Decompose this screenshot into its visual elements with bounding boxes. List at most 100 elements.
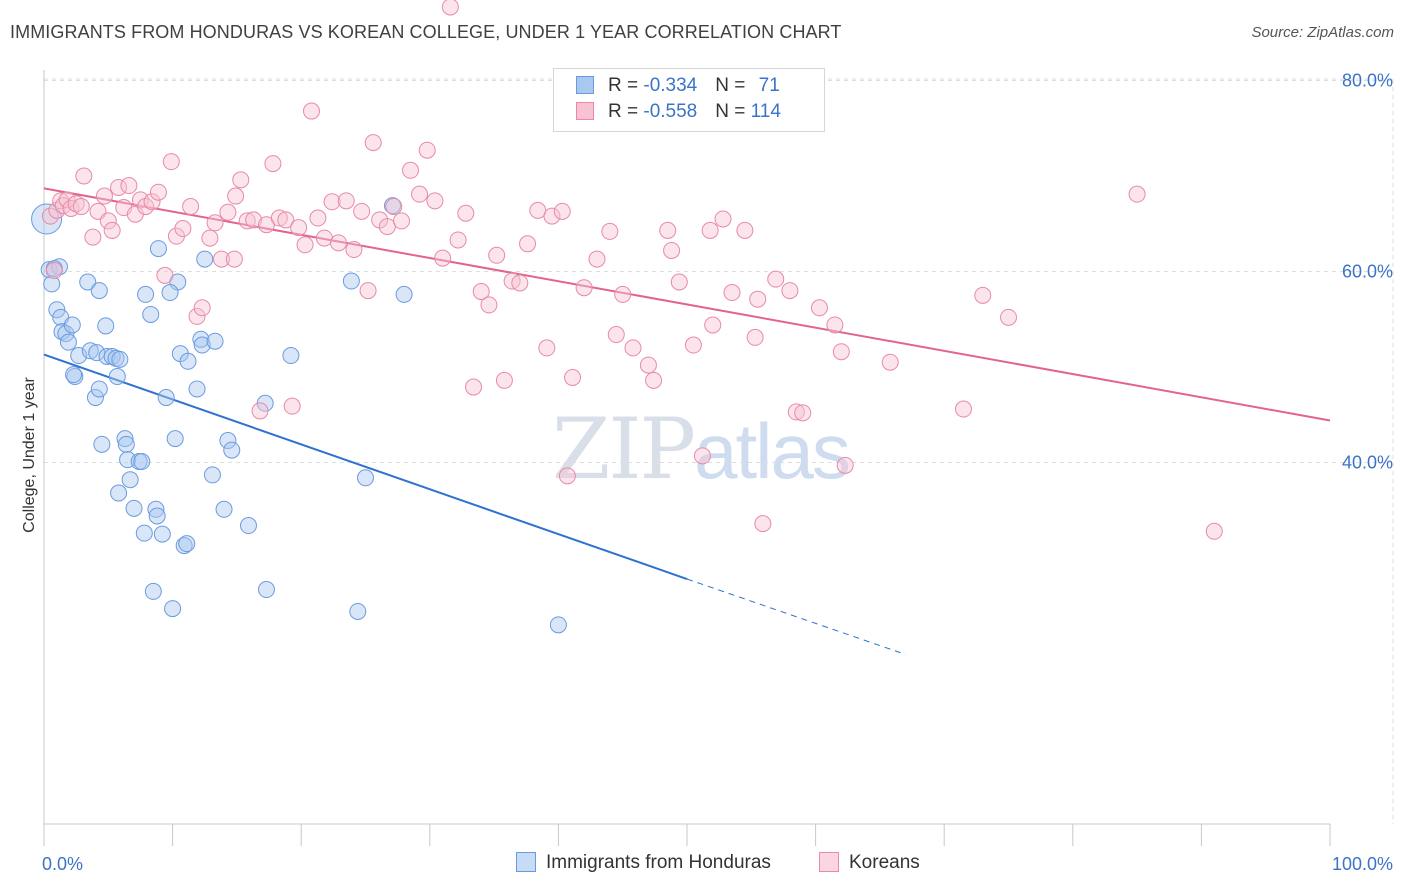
- honduras-point: [239, 517, 257, 535]
- koreans-point: [283, 397, 301, 415]
- honduras-point: [206, 332, 224, 350]
- koreans-point: [553, 202, 571, 220]
- honduras-trend-line: [43, 353, 688, 580]
- honduras-point: [93, 435, 111, 453]
- koreans-point: [781, 282, 799, 300]
- koreans-point: [767, 270, 785, 288]
- koreans-point: [402, 161, 420, 179]
- legend-swatch-honduras: [576, 76, 594, 94]
- koreans-point: [238, 212, 256, 230]
- honduras-point: [97, 317, 115, 335]
- koreans-point: [353, 202, 371, 220]
- honduras-point: [137, 285, 155, 303]
- koreans-point: [480, 296, 498, 314]
- honduras-point: [31, 203, 63, 235]
- koreans-point: [826, 316, 844, 334]
- koreans-point: [245, 211, 263, 229]
- bottom-legend-koreans: Koreans: [819, 852, 920, 874]
- koreans-point: [323, 193, 341, 211]
- watermark-zip: ZIP: [552, 400, 696, 498]
- koreans-point: [418, 141, 436, 159]
- koreans-point: [364, 134, 382, 152]
- correlation-legend: R = -0.334 N = 71 R = -0.558 N = 114: [553, 68, 825, 132]
- koreans-point: [836, 456, 854, 474]
- koreans-point: [149, 183, 167, 201]
- chart-title: IMMIGRANTS FROM HONDURAS VS KOREAN COLLE…: [10, 22, 842, 42]
- koreans-point: [296, 236, 314, 254]
- honduras-point: [81, 342, 99, 360]
- koreans-point: [337, 192, 355, 210]
- honduras-point: [125, 499, 143, 517]
- koreans-point: [754, 515, 772, 533]
- koreans-point: [693, 447, 711, 465]
- honduras-point: [166, 430, 184, 448]
- koreans-point: [385, 198, 403, 216]
- honduras-point: [116, 430, 134, 448]
- koreans-point: [206, 214, 224, 232]
- koreans-point: [519, 235, 537, 253]
- legend-r-label: R =: [608, 101, 644, 122]
- honduras-point: [135, 524, 153, 542]
- axis-labels: 40.0%60.0%80.0%100.0%0.0%100.0%College, …: [21, 71, 1393, 875]
- koreans-point: [84, 228, 102, 246]
- koreans-point: [41, 207, 59, 225]
- koreans-point: [607, 326, 625, 344]
- bottom-legend-label: Koreans: [849, 852, 920, 873]
- koreans-point: [564, 369, 582, 387]
- koreans-point: [290, 219, 308, 237]
- koreans-point: [251, 402, 269, 420]
- koreans-point: [449, 231, 467, 249]
- honduras-point: [215, 500, 233, 518]
- honduras-point: [153, 525, 171, 543]
- honduras-point: [148, 507, 166, 525]
- honduras-point: [342, 272, 360, 290]
- honduras-point: [395, 285, 413, 303]
- koreans-point: [143, 193, 161, 211]
- koreans-point: [787, 403, 805, 421]
- koreans-point: [277, 211, 295, 229]
- honduras-point: [90, 282, 108, 300]
- koreans-point: [58, 191, 76, 209]
- bottom-legend-honduras: Immigrants from Honduras: [516, 852, 771, 874]
- honduras-point: [65, 366, 83, 384]
- honduras-point: [357, 469, 374, 487]
- honduras-point: [111, 350, 129, 368]
- koreans-point: [75, 167, 93, 185]
- koreans-point: [465, 378, 483, 396]
- koreans-point: [588, 250, 606, 268]
- koreans-point: [193, 299, 211, 317]
- honduras-point: [257, 581, 275, 599]
- koreans-point: [488, 246, 506, 264]
- honduras-point: [144, 582, 162, 600]
- koreans-point: [232, 171, 250, 189]
- y-tick-label: 60.0%: [1342, 262, 1393, 282]
- legend-n-label: N =: [715, 75, 751, 96]
- koreans-point: [62, 199, 80, 217]
- koreans-point: [543, 207, 561, 225]
- koreans-point: [832, 343, 850, 361]
- koreans-point: [441, 0, 459, 16]
- koreans-point: [162, 153, 180, 171]
- koreans-point: [794, 404, 812, 422]
- koreans-point: [472, 283, 490, 301]
- koreans-point: [529, 201, 547, 219]
- koreans-point: [434, 249, 452, 267]
- koreans-point: [72, 198, 90, 216]
- koreans-point: [810, 299, 828, 317]
- x-tick-label: 100.0%: [1332, 854, 1393, 874]
- koreans-point: [723, 284, 741, 302]
- legend-row-honduras: R = -0.334 N = 71: [576, 75, 780, 99]
- honduras-point: [349, 602, 367, 620]
- koreans-point: [954, 400, 972, 418]
- koreans-point: [99, 212, 117, 230]
- koreans-point: [736, 221, 754, 239]
- koreans-point: [538, 339, 556, 357]
- koreans-point: [219, 203, 237, 221]
- koreans-point: [701, 221, 719, 239]
- koreans-point: [426, 192, 444, 210]
- koreans-point: [359, 282, 377, 300]
- koreans-point: [670, 273, 688, 291]
- honduras-point: [282, 347, 300, 365]
- y-tick-label: 80.0%: [1342, 71, 1393, 91]
- honduras-point: [48, 301, 66, 319]
